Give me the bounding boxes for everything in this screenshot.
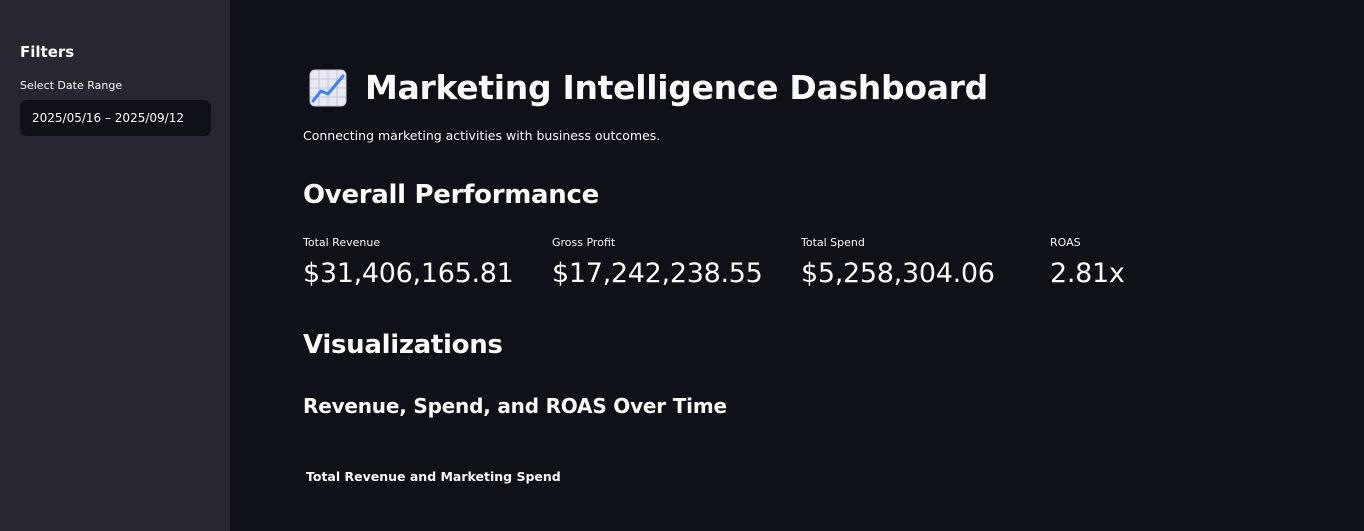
visualizations-heading: Visualizations xyxy=(303,330,503,360)
chart-title: Total Revenue and Marketing Spend xyxy=(306,469,561,484)
date-range-value: 2025/05/16 – 2025/09/12 xyxy=(32,111,184,125)
metric-value: $31,406,165.81 xyxy=(303,258,514,289)
page-subtitle: Connecting marketing activities with bus… xyxy=(303,128,661,143)
metric-value: $5,258,304.06 xyxy=(801,258,995,289)
metric-label: Gross Profit xyxy=(552,236,616,249)
metric-value: 2.81x xyxy=(1050,258,1125,289)
revenue-spend-roas-heading: Revenue, Spend, and ROAS Over Time xyxy=(303,394,727,418)
metric-label: ROAS xyxy=(1050,236,1081,249)
date-range-input[interactable]: 2025/05/16 – 2025/09/12 xyxy=(20,100,211,136)
page-title: Marketing Intelligence Dashboard xyxy=(365,68,988,107)
sidebar: Filters Select Date Range 2025/05/16 – 2… xyxy=(0,0,230,531)
chart-increasing-icon xyxy=(309,69,347,107)
page-header: Marketing Intelligence Dashboard xyxy=(308,65,988,111)
main-content: Marketing Intelligence Dashboard Connect… xyxy=(230,0,1364,531)
date-range-label: Select Date Range xyxy=(20,79,123,92)
metric-label: Total Spend xyxy=(801,236,865,249)
sidebar-title: Filters xyxy=(20,43,75,61)
overall-performance-heading: Overall Performance xyxy=(303,180,599,210)
metric-total-spend: Total Spend $5,258,304.06 xyxy=(801,236,995,292)
metric-total-revenue: Total Revenue $31,406,165.81 xyxy=(303,236,514,292)
metric-roas: ROAS 2.81x xyxy=(1050,236,1125,292)
metric-gross-profit: Gross Profit $17,242,238.55 xyxy=(552,236,763,292)
metrics-row: Total Revenue $31,406,165.81 Gross Profi… xyxy=(303,236,1303,296)
metric-label: Total Revenue xyxy=(303,236,381,249)
metric-value: $17,242,238.55 xyxy=(552,258,763,289)
